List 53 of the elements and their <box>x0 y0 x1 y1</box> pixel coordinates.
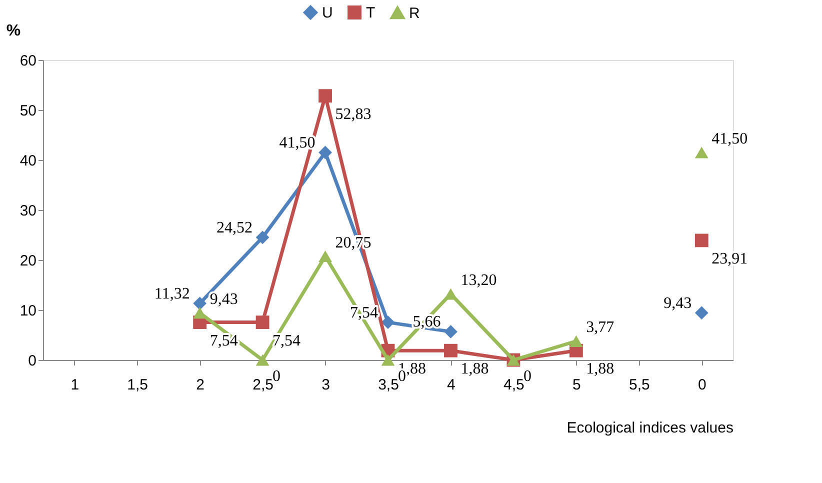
data-label: 7,54 <box>210 332 238 350</box>
x-axis-title: Ecological indices values <box>566 420 734 436</box>
x-tick-label: 2,5 <box>252 376 274 394</box>
y-tick-label: 30 <box>20 202 36 220</box>
point <box>694 234 708 248</box>
x-tick-label: 4,5 <box>504 376 524 394</box>
x-tick-label: 5,5 <box>628 376 650 394</box>
x-tick-label: 2 <box>196 376 204 394</box>
point <box>444 288 458 300</box>
y-tick-label: 40 <box>20 152 36 170</box>
y-tick-label: 20 <box>20 252 36 270</box>
point <box>381 316 395 330</box>
legend-label: R <box>409 4 420 22</box>
point <box>318 250 332 262</box>
legend-label: U <box>322 4 333 22</box>
point <box>318 89 332 103</box>
point <box>256 354 270 366</box>
point <box>444 344 458 358</box>
point <box>381 354 395 366</box>
x-tick-label: 1 <box>70 376 80 394</box>
data-label: 11,32 <box>154 285 190 302</box>
legend-label: T <box>366 4 376 22</box>
point <box>318 146 332 160</box>
data-label: 23,91 <box>712 250 748 268</box>
point <box>694 306 708 320</box>
x-tick-label: 3 <box>322 376 330 394</box>
data-label: 52,83 <box>335 106 372 123</box>
data-label: 41,50 <box>712 130 748 148</box>
y-axis-title: % <box>6 22 21 40</box>
point <box>694 146 708 158</box>
y-tick-label: 50 <box>20 102 36 120</box>
data-label: 13,20 <box>460 272 497 289</box>
data-label: 24,52 <box>216 219 253 236</box>
x-tick-label: 5 <box>572 376 581 394</box>
data-label: 9,43 <box>210 290 238 308</box>
data-label: 1,88 <box>586 360 614 378</box>
y-tick-label: 60 <box>20 52 36 70</box>
y-tick-label: 10 <box>20 302 36 320</box>
x-tick-label: 0 <box>698 376 706 394</box>
point <box>193 296 207 310</box>
y-tick-label: 0 <box>28 352 36 370</box>
data-label: 9,43 <box>664 294 692 312</box>
point <box>256 230 270 244</box>
point <box>256 316 270 330</box>
point <box>569 335 583 347</box>
data-label: 7,54 <box>272 332 301 350</box>
x-tick-label: 3,5 <box>378 376 399 394</box>
data-label: 1,88 <box>460 360 489 378</box>
data-label: 3,77 <box>586 319 614 336</box>
point <box>193 307 207 319</box>
x-tick-label: 1,5 <box>127 376 148 394</box>
point <box>444 324 458 338</box>
x-tick-label: 4 <box>447 376 456 394</box>
